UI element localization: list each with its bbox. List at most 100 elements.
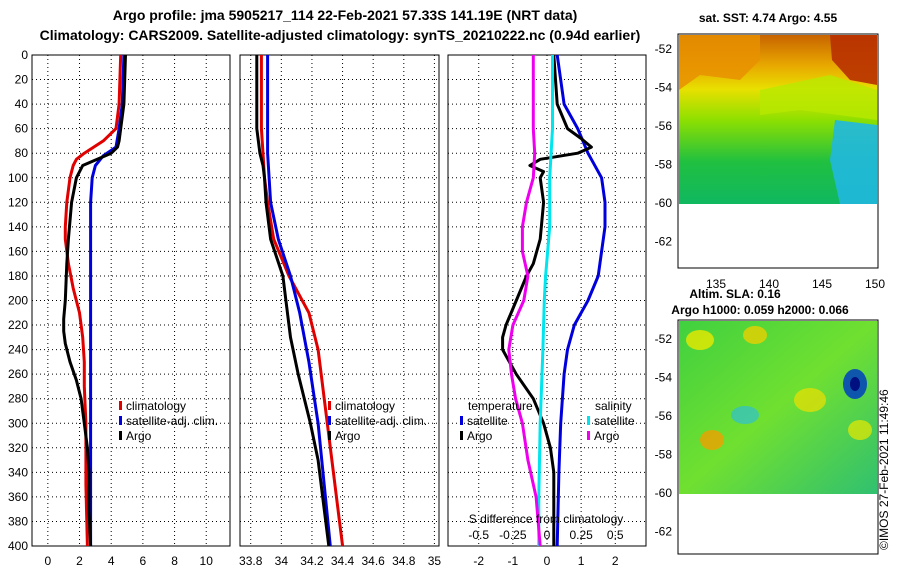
x2-tick-label: 0.25: [569, 528, 593, 542]
legend-satellite-adj: satellite-adj. clim.: [126, 414, 218, 428]
sla-low-core: [850, 377, 860, 391]
legend-swatch-climatology: [119, 401, 122, 410]
difference-legend: temperature satellite Argo salinity sate…: [460, 399, 635, 443]
imos-watermark: ©IMOS 27-Feb-2021 11:49:46: [877, 389, 891, 550]
lat-tick-label: -58: [655, 158, 673, 172]
x-tick-label: 34.8: [392, 554, 416, 568]
depth-tick-label: 20: [15, 73, 29, 87]
depth-tick-label: 140: [8, 220, 28, 234]
lat-tick-label: -56: [655, 409, 673, 423]
sst-lat-ticks: -52 -54 -56 -58 -60 -62: [655, 42, 673, 249]
legend-swatch-argo-s: [587, 431, 590, 440]
series-line-argo-s: [507, 55, 542, 547]
lon-tick-label: 150: [865, 277, 885, 291]
legend-argo-t: Argo: [467, 429, 493, 443]
legend-swatch-satellite: [119, 416, 122, 425]
series-line-satellite-s: [537, 55, 554, 546]
x-tick-label: 35: [428, 554, 442, 568]
sla-map-field: [679, 321, 877, 494]
depth-tick-label: 240: [8, 343, 28, 357]
s-difference-label: S difference from climatology: [469, 512, 624, 526]
difference-grid: [448, 54, 646, 547]
x2-tick-label: -0.25: [499, 528, 527, 542]
x-tick-label: -1: [508, 554, 519, 568]
sla-map: Altim. SLA: 0.16 Argo h1000: 0.059 h2000…: [655, 287, 879, 555]
sst-map: sat. SST: 4.74 Argo: 4.55 -52 -54 -56 -58 -6…: [655, 11, 886, 291]
depth-tick-label: 300: [8, 416, 28, 430]
salinity-difference-ticks: -0.5 -0.25 0 0.25 0.5: [468, 528, 624, 542]
depth-tick-label: 60: [15, 122, 29, 136]
sst-mid-band: [760, 75, 877, 120]
depth-tick-label: 320: [8, 441, 28, 455]
x-tick-label: 10: [200, 554, 214, 568]
lat-tick-label: -62: [655, 525, 673, 539]
sst-hot-patch: [830, 35, 877, 85]
x-tick-label: 1: [578, 554, 585, 568]
lon-tick-label: 145: [812, 277, 832, 291]
depth-tick-label: 180: [8, 269, 28, 283]
title-line1: Argo profile: jma 5905217_114 22-Feb-202…: [113, 7, 578, 23]
depth-tick-label: 200: [8, 294, 28, 308]
series-line-climatology: [259, 55, 345, 547]
sla-blob: [743, 326, 767, 344]
x-tick-label: 34: [275, 554, 289, 568]
sla-blob: [731, 406, 759, 424]
legend-sat-s: satellite: [594, 414, 635, 428]
depth-tick-label: 340: [8, 465, 28, 479]
depth-tick-label: 380: [8, 514, 28, 528]
lat-tick-label: -52: [655, 332, 673, 346]
series-line-argo: [62, 54, 127, 547]
legend-argo-s: Argo: [594, 429, 620, 443]
x-tick-label: 33.8: [239, 554, 263, 568]
depth-axis-ticks: 0 20 40 60 80 100 120 140 160 180 200 220 240 260 280 3…: [8, 48, 28, 553]
temperature-x-ticks: 0 2 4 6 8 10: [44, 554, 213, 568]
depth-tick-label: 360: [8, 490, 28, 504]
x-tick-label: 34.6: [361, 554, 385, 568]
sst-lon-ticks: 135 140 145 150: [706, 277, 885, 291]
depth-tick-label: 220: [8, 318, 28, 332]
legend-swatch-sat-t: [460, 416, 463, 425]
legend-swatch-argo: [328, 431, 331, 440]
sst-map-title: sat. SST: 4.74 Argo: 4.55: [699, 11, 838, 25]
x-tick-label: 8: [171, 554, 178, 568]
salinity-lines: [255, 55, 345, 547]
legend-argo: Argo: [335, 429, 361, 443]
sla-blob: [794, 388, 826, 412]
lat-tick-label: -60: [655, 196, 673, 210]
legend-temperature-header: temperature: [468, 399, 533, 413]
legend-climatology: climatology: [126, 399, 186, 413]
x-tick-label: 0: [44, 554, 51, 568]
series-line-argo: [255, 55, 331, 547]
temperature-panel: 0 2 4 6 8 10 0 20 40 60 80 100 120 140 160 180 200 220 24…: [8, 48, 231, 568]
x-tick-label: 2: [612, 554, 619, 568]
depth-tick-label: 0: [21, 48, 28, 62]
x-tick-label: 34.4: [331, 554, 355, 568]
x-tick-label: 2: [76, 554, 83, 568]
sla-blob: [686, 330, 714, 350]
lat-tick-label: -54: [655, 371, 673, 385]
legend-salinity-header: salinity: [595, 399, 632, 413]
legend-argo: Argo: [126, 429, 152, 443]
legend-swatch-argo: [119, 431, 122, 440]
sla-blob: [848, 420, 872, 440]
x-tick-label: -2: [473, 554, 484, 568]
difference-lines: [501, 54, 607, 547]
salinity-x-ticks: 33.8 34 34.2 34.4 34.6 34.8 35: [239, 554, 441, 568]
x-tick-label: 34.2: [300, 554, 324, 568]
depth-tick-label: 100: [8, 171, 28, 185]
depth-tick-label: 400: [8, 539, 28, 553]
sst-cold-patch: [830, 120, 877, 204]
sla-lat-ticks: -52 -54 -56 -58 -60 -62: [655, 332, 673, 539]
lat-tick-label: -58: [655, 448, 673, 462]
legend-satellite-adj: satellite-adj. clim.: [335, 414, 427, 428]
legend-swatch-climatology: [328, 401, 331, 410]
title-line2: Climatology: CARS2009. Satellite-adjuste…: [40, 27, 641, 43]
salinity-legend: climatology satellite-adj. clim. Argo: [328, 399, 427, 443]
legend-sat-t: satellite: [467, 414, 508, 428]
salinity-plot-frame: [239, 54, 440, 547]
lat-tick-label: -60: [655, 486, 673, 500]
lat-tick-label: -54: [655, 81, 673, 95]
series-line-argo-t: [501, 54, 593, 546]
x-tick-label: 6: [140, 554, 147, 568]
sst-warm-patch: [679, 35, 760, 90]
